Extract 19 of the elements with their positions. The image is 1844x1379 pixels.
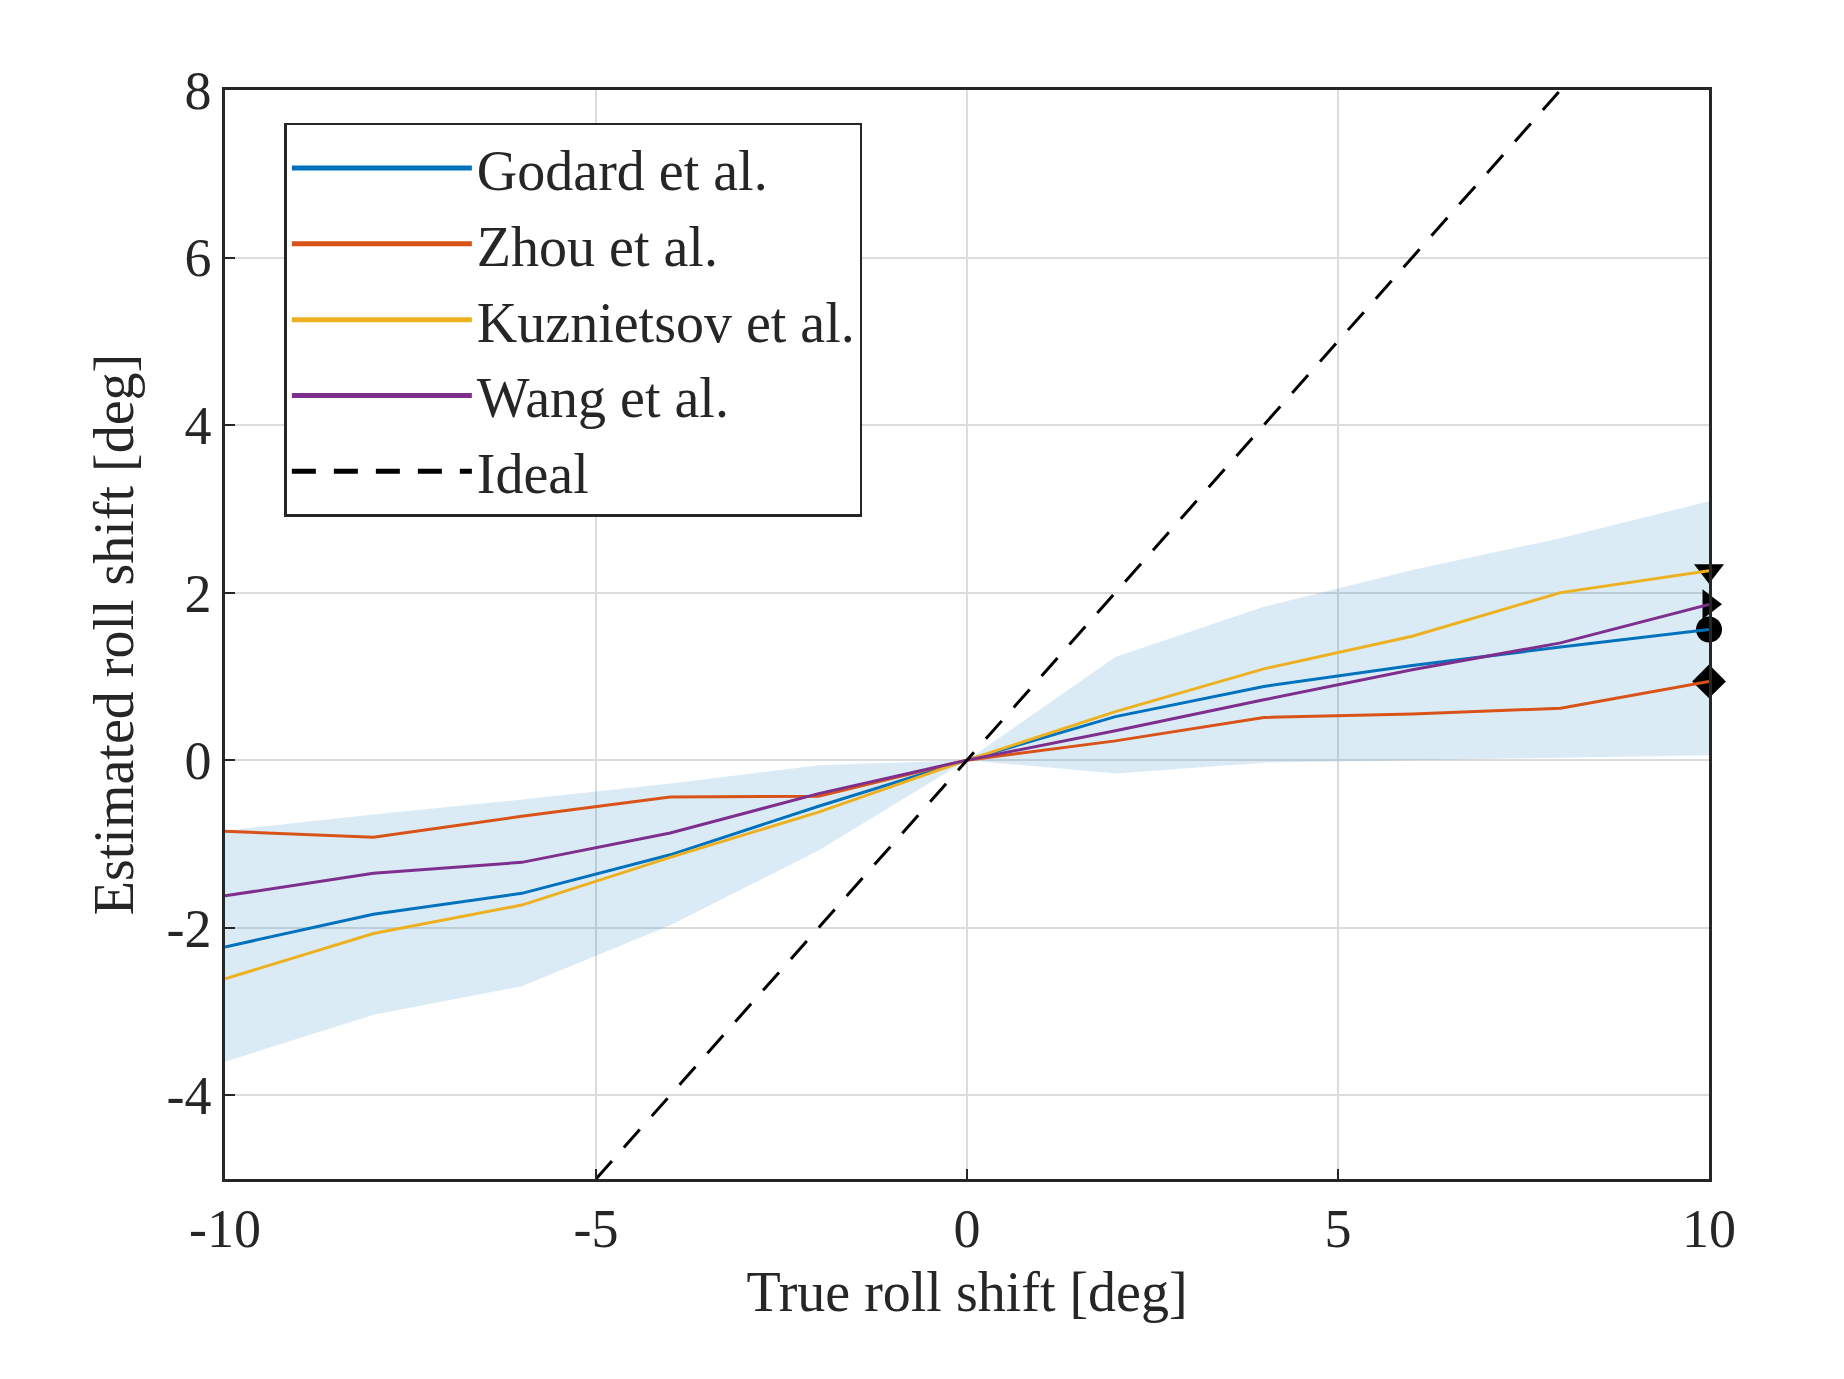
legend-label: Godard et al. bbox=[476, 139, 768, 202]
y-axis-title: Estimated roll shift [deg] bbox=[83, 353, 146, 916]
x-tick-label: 10 bbox=[1682, 1198, 1736, 1259]
x-tick-label: 5 bbox=[1324, 1198, 1352, 1259]
y-tick-label: 8 bbox=[184, 60, 212, 121]
x-tick-label: -5 bbox=[573, 1198, 619, 1259]
x-tick-label: -10 bbox=[189, 1198, 261, 1259]
x-tick-label: 0 bbox=[953, 1198, 981, 1259]
legend-label: Ideal bbox=[476, 443, 589, 506]
y-tick-label: 2 bbox=[184, 563, 212, 624]
legend-label: Kuznietsov et al. bbox=[476, 291, 855, 354]
legend-label: Zhou et al. bbox=[476, 215, 718, 278]
legend-label: Wang et al. bbox=[476, 367, 729, 430]
y-tick-label: 0 bbox=[184, 731, 212, 792]
y-tick-label: 4 bbox=[184, 395, 212, 456]
x-axis-title: True roll shift [deg] bbox=[746, 1261, 1188, 1324]
y-tick-label: -2 bbox=[166, 898, 212, 959]
y-tick-label: -4 bbox=[166, 1066, 212, 1127]
y-tick-label: 6 bbox=[184, 228, 212, 289]
